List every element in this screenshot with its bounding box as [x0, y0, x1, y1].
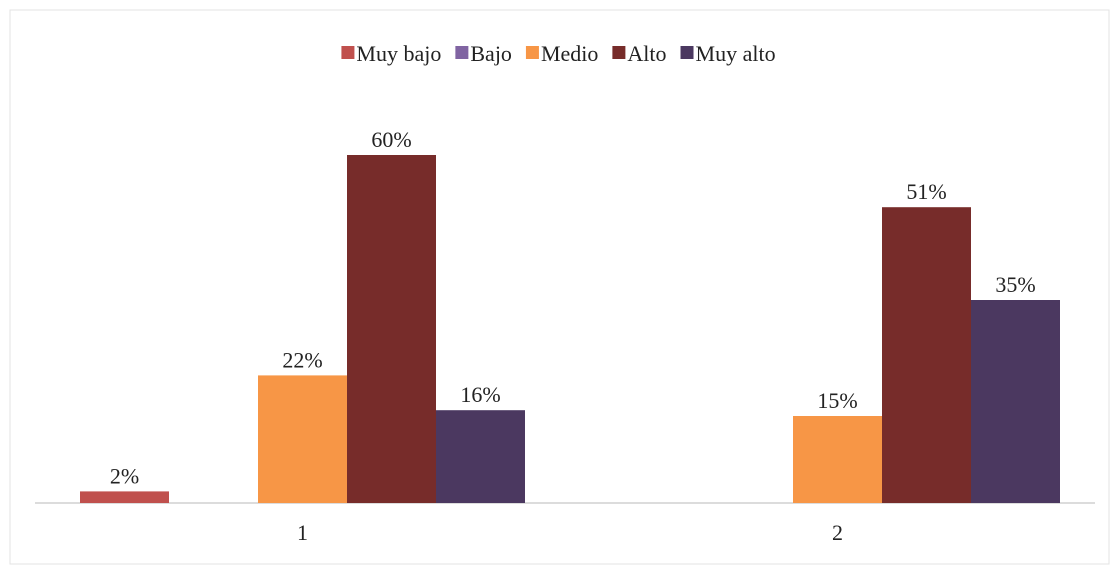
data-label: 22% [282, 347, 322, 372]
bar [80, 491, 169, 503]
legend-swatch [612, 46, 626, 59]
legend-label: Medio [541, 41, 598, 66]
x-tick-label: 2 [832, 520, 843, 545]
bar [971, 300, 1060, 503]
legend-label: Muy bajo [356, 41, 441, 66]
legend-swatch [341, 46, 355, 59]
bar [882, 207, 971, 503]
legend-label: Bajo [470, 41, 512, 66]
bar [258, 375, 347, 503]
legend-label: Alto [627, 41, 666, 66]
data-label: 35% [995, 272, 1035, 297]
legend-label: Muy alto [696, 41, 776, 66]
legend-swatch [455, 46, 469, 59]
legend-swatch [680, 46, 694, 59]
legend-swatch [525, 46, 539, 59]
data-label: 16% [460, 382, 500, 407]
bar [793, 416, 882, 503]
x-tick-label: 1 [297, 520, 308, 545]
data-label: 51% [906, 179, 946, 204]
bar [436, 410, 525, 503]
bar [347, 155, 436, 503]
data-label: 60% [371, 127, 411, 152]
data-label: 15% [817, 388, 857, 413]
data-label: 2% [110, 463, 139, 488]
